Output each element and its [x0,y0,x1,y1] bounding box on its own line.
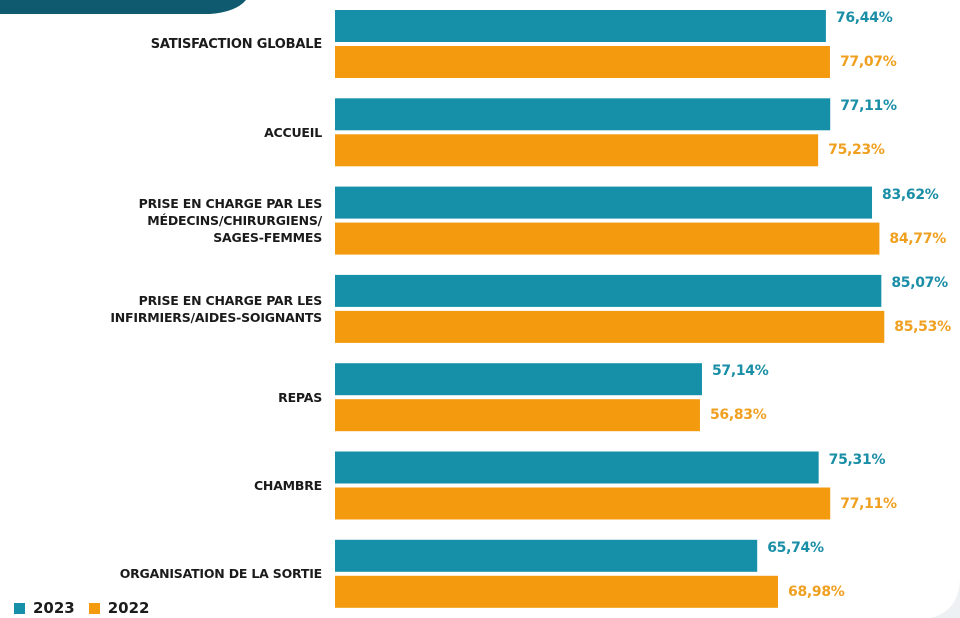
value-label: 75,23% [828,142,885,159]
value-label: 85,07% [891,274,948,291]
bar [335,134,819,167]
bar [335,310,885,343]
legend-swatch [88,603,100,614]
value-label: 65,74% [767,539,824,556]
value-label: 77,11% [840,98,897,115]
value-label: 85,53% [894,318,951,335]
bar [335,451,819,484]
bar [335,10,826,42]
bar [335,98,831,131]
value-label: 56,83% [709,407,767,424]
legend-label: 2022 [107,599,150,617]
bar [335,539,758,572]
corner-decoration [930,580,960,618]
bar [335,575,779,608]
corner-decoration [0,0,246,14]
value-label: 68,98% [788,583,845,600]
legend-label: 2023 [33,599,75,617]
bar [335,186,873,219]
category-label: SATISFACTION GLOBALE [150,36,323,52]
category-label: REPAS [278,389,322,405]
bar [335,274,882,307]
value-label: 75,31% [828,451,886,468]
category-label: ORGANISATION DE LA SORTIE [119,566,322,582]
value-label: 76,44% [835,10,893,26]
value-label: 77,07% [839,54,897,70]
value-label: 83,62% [882,186,939,203]
bar [335,363,702,396]
legend-swatch [14,603,25,614]
bar [335,487,831,520]
bar [335,222,880,255]
value-label: 57,14% [711,363,769,380]
value-label: 84,77% [889,230,946,247]
category-label: CHAMBRE [253,478,322,493]
category-label: PRISE EN CHARGE PAR LES MÉDECINS/CHIRURG… [138,196,323,246]
bar [335,46,830,78]
value-label: 77,11% [840,495,897,512]
category-label: ACCUEIL [264,124,322,140]
bar [335,399,700,432]
category-label: PRISE EN CHARGE PAR LES INFIRMIERS/AIDES… [110,292,322,325]
